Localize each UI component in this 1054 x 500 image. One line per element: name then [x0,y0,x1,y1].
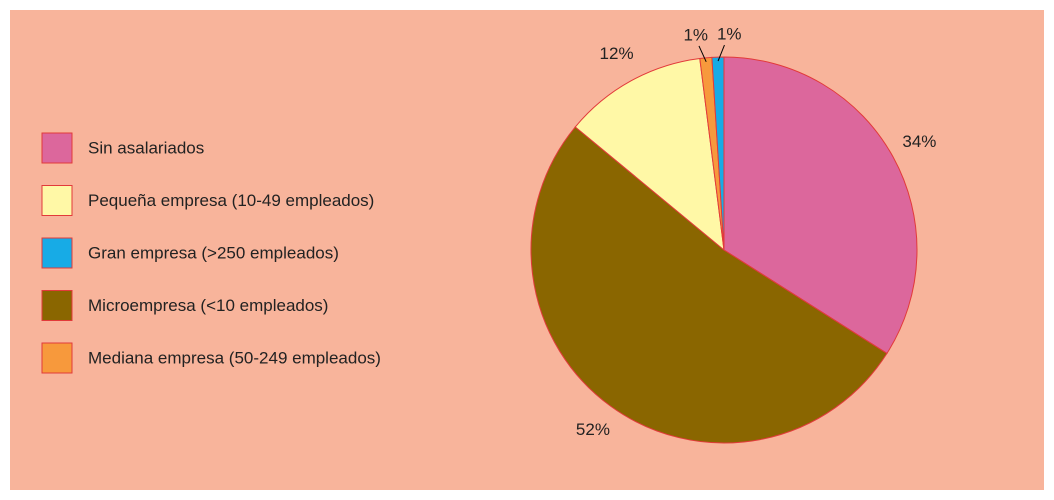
pie-slice [711,56,725,251]
pie-slice [530,126,888,444]
data-label: 1% [717,25,742,44]
legend-label: Mediana empresa (50-249 empleados) [88,348,381,367]
legend-swatch [41,185,73,216]
leader-line [698,45,707,63]
data-label: 34% [902,132,936,151]
data-label: 52% [576,420,610,439]
pie-slice [574,57,725,252]
legend-label: Gran empresa (>250 empleados) [88,243,339,262]
data-label: 1% [683,25,708,44]
legend-swatch [41,290,73,321]
legend-swatch [41,342,73,374]
legend-label: Microempresa (<10 empleados) [88,296,328,315]
leader-line [717,44,725,62]
legend-label: Sin asalariados [88,138,204,157]
legend-swatch [41,132,73,164]
data-label: 12% [600,44,634,63]
legend-label: Pequeña empresa (10-49 empleados) [88,191,374,210]
pie-slice [723,56,918,355]
legend-swatch [41,237,73,269]
